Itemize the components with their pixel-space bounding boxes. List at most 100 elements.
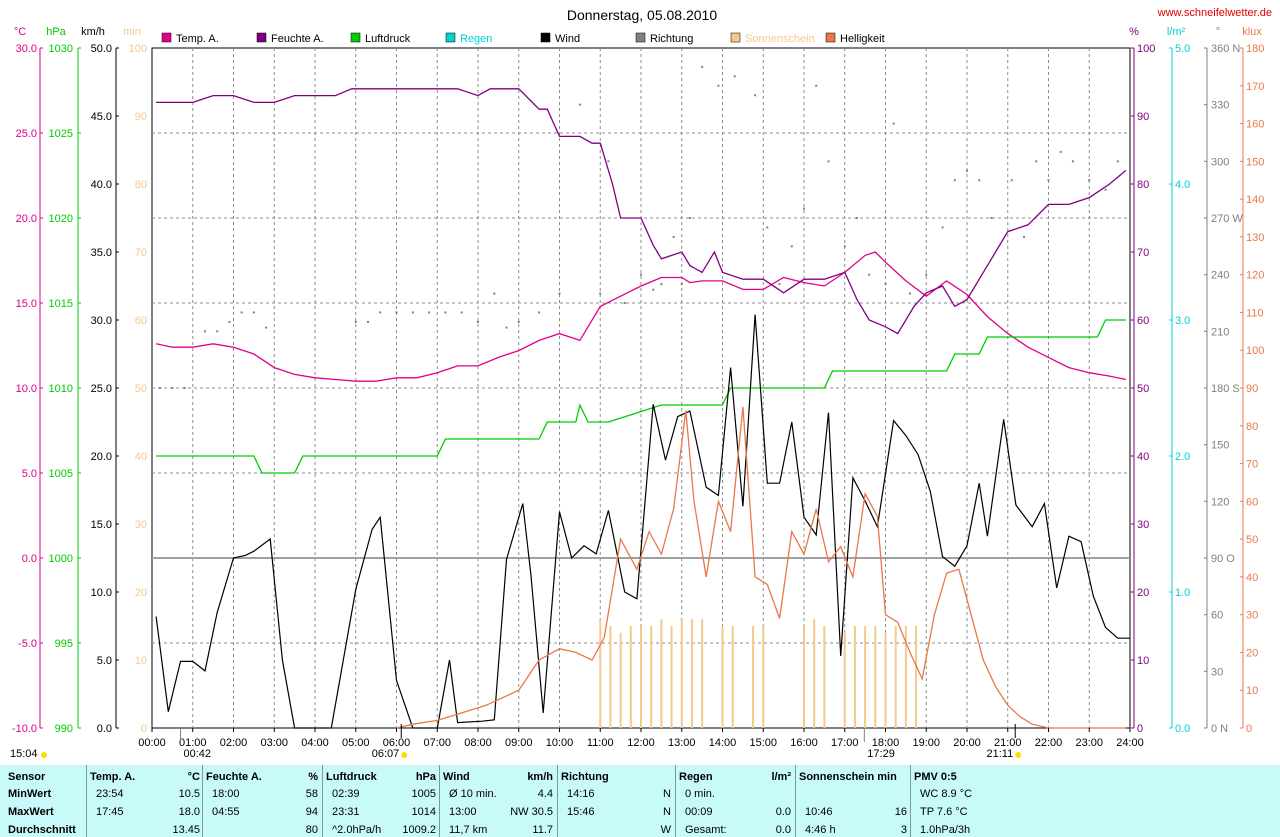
stats-direction-time: 15:46 [567, 806, 595, 818]
direction-point [640, 273, 642, 276]
stats-column-separator [202, 765, 203, 837]
stats-column-separator [322, 765, 323, 837]
stats-wind-time: 11,7 km [449, 824, 488, 836]
legend-label-wind: Wind [555, 33, 580, 45]
event-label: 00:42 [184, 748, 212, 760]
brightness-tick-label: 110 [1246, 307, 1264, 319]
temp-tick-label: 20.0 [16, 213, 37, 225]
stats-pressure-value: 1005 [411, 788, 436, 800]
brightness-tick-label: 20 [1246, 647, 1258, 659]
legend-label-pressure: Luftdruck [365, 33, 411, 45]
wind-tick-label: 15.0 [91, 519, 112, 531]
direction-point [1047, 179, 1050, 182]
rain-tick-label: 0.0 [1175, 723, 1190, 735]
humidity-tick-label: 30 [1137, 519, 1149, 531]
direction-point [517, 320, 520, 323]
rain-tick-label: 3.0 [1175, 315, 1190, 327]
direction-tick-label: 360 N [1211, 43, 1240, 55]
x-tick-label: 02:00 [220, 737, 248, 749]
stats-pmv-time: WC 8.9 °C [920, 788, 973, 800]
direction-tick-label: 300 [1211, 156, 1229, 168]
temp-tick-label: 5.0 [22, 468, 37, 480]
x-tick-label: 03:00 [260, 737, 288, 749]
direction-point [1088, 179, 1091, 182]
direction-point [1035, 160, 1038, 163]
x-tick-label: 08:00 [464, 737, 492, 749]
sunshine-tick-label: 10 [135, 655, 147, 667]
direction-point [538, 311, 541, 314]
direction-point [366, 320, 369, 323]
direction-point [240, 311, 243, 314]
stats-pmv-head: PMV 0:5 [914, 771, 957, 783]
legend-label-rain: Regen [460, 33, 492, 45]
stats-humidity-value: 58 [305, 788, 318, 800]
rain-tick-label: 4.0 [1175, 179, 1190, 191]
temp-tick-label: 30.0 [16, 43, 37, 55]
stats-humidity-unit: % [308, 771, 318, 783]
direction-tick-label: 330 [1211, 100, 1229, 112]
wind-tick-label: 50.0 [91, 43, 112, 55]
stats-wind-value: 11.7 [532, 824, 553, 836]
direction-point [953, 179, 956, 182]
rain-axis-unit: l/m² [1167, 26, 1186, 38]
brightness-tick-label: 100 [1246, 345, 1264, 357]
temp-series [155, 251, 1127, 382]
stats-rain-value: 0.0 [775, 806, 791, 818]
direction-point [652, 288, 655, 291]
direction-tick-label: 180 S [1211, 383, 1240, 395]
direction-point [941, 226, 944, 229]
stats-direction-time: 14:16 [567, 788, 595, 800]
brightness-tick-label: 120 [1246, 270, 1264, 282]
stats-pressure-head: Luftdruck [326, 771, 377, 783]
direction-point [265, 326, 268, 329]
humidity-tick-label: 20 [1137, 587, 1149, 599]
x-tick-label: 10:00 [546, 737, 574, 749]
x-tick-label: 16:00 [790, 737, 818, 749]
pressure-tick-label: 1010 [49, 383, 73, 395]
temp-tick-label: -10.0 [12, 723, 37, 735]
stats-sensor-head: Sensor [8, 771, 46, 783]
sunshine-tick-label: 80 [135, 179, 147, 191]
brightness-axis-unit: klux [1242, 26, 1262, 38]
stats-direction-value: N [663, 806, 671, 818]
wind-tick-label: 40.0 [91, 179, 112, 191]
pressure-tick-label: 1000 [49, 553, 73, 565]
direction-point [892, 122, 895, 125]
stats-sunshine-value: 3 [900, 824, 907, 836]
stats-pressure-time: ^2.0hPa/h [332, 824, 382, 836]
legend-swatch-rain [445, 32, 456, 43]
weather-chart: °C 30.0 25.0 20.0 15.0 10.0 5.0 0.0 -5.0 -10.0 hPa… [10, 7, 1272, 760]
x-tick-label: 13:00 [668, 737, 696, 749]
stats-rain-value: 0.0 [775, 824, 791, 836]
x-tick-label: 15:00 [749, 737, 777, 749]
temp-tick-label: 10.0 [16, 383, 37, 395]
x-tick-label: 18:00 [872, 737, 900, 749]
stats-temp-unit: °C [187, 771, 200, 783]
website-link[interactable]: www.schneifelwetter.de [1157, 7, 1272, 19]
direction-point [908, 292, 911, 295]
sunshine-tick-label: 70 [135, 247, 147, 259]
stats-column-separator [795, 765, 796, 837]
stats-direction-head: Richtung [561, 771, 609, 783]
humidity-axis-unit: % [1129, 26, 1139, 38]
sunrise-label: 06:07 [372, 748, 400, 760]
humidity-tick-label: 50 [1137, 383, 1149, 395]
pressure-tick-label: 1005 [49, 468, 73, 480]
temp-axis-unit: °C [14, 26, 26, 38]
brightness-tick-label: 40 [1246, 572, 1258, 584]
direction-point [855, 217, 858, 219]
brightness-tick-label: 30 [1246, 610, 1258, 622]
pressure-tick-label: 990 [55, 723, 73, 735]
direction-point [701, 65, 704, 68]
sunshine-tick-label: 90 [135, 111, 147, 123]
stats-rain-time: 0 min. [685, 788, 715, 800]
x-tick-label: 23:00 [1075, 737, 1103, 749]
wind-tick-label: 25.0 [91, 383, 112, 395]
direction-point [379, 311, 382, 314]
sunshine-bars [599, 619, 918, 728]
stats-pressure-time: 02:39 [332, 788, 360, 800]
wind-tick-label: 45.0 [91, 111, 112, 123]
x-tick-label: 11:00 [587, 737, 614, 749]
rain-tick-label: 2.0 [1175, 451, 1190, 463]
sunshine-tick-label: 20 [135, 587, 147, 599]
